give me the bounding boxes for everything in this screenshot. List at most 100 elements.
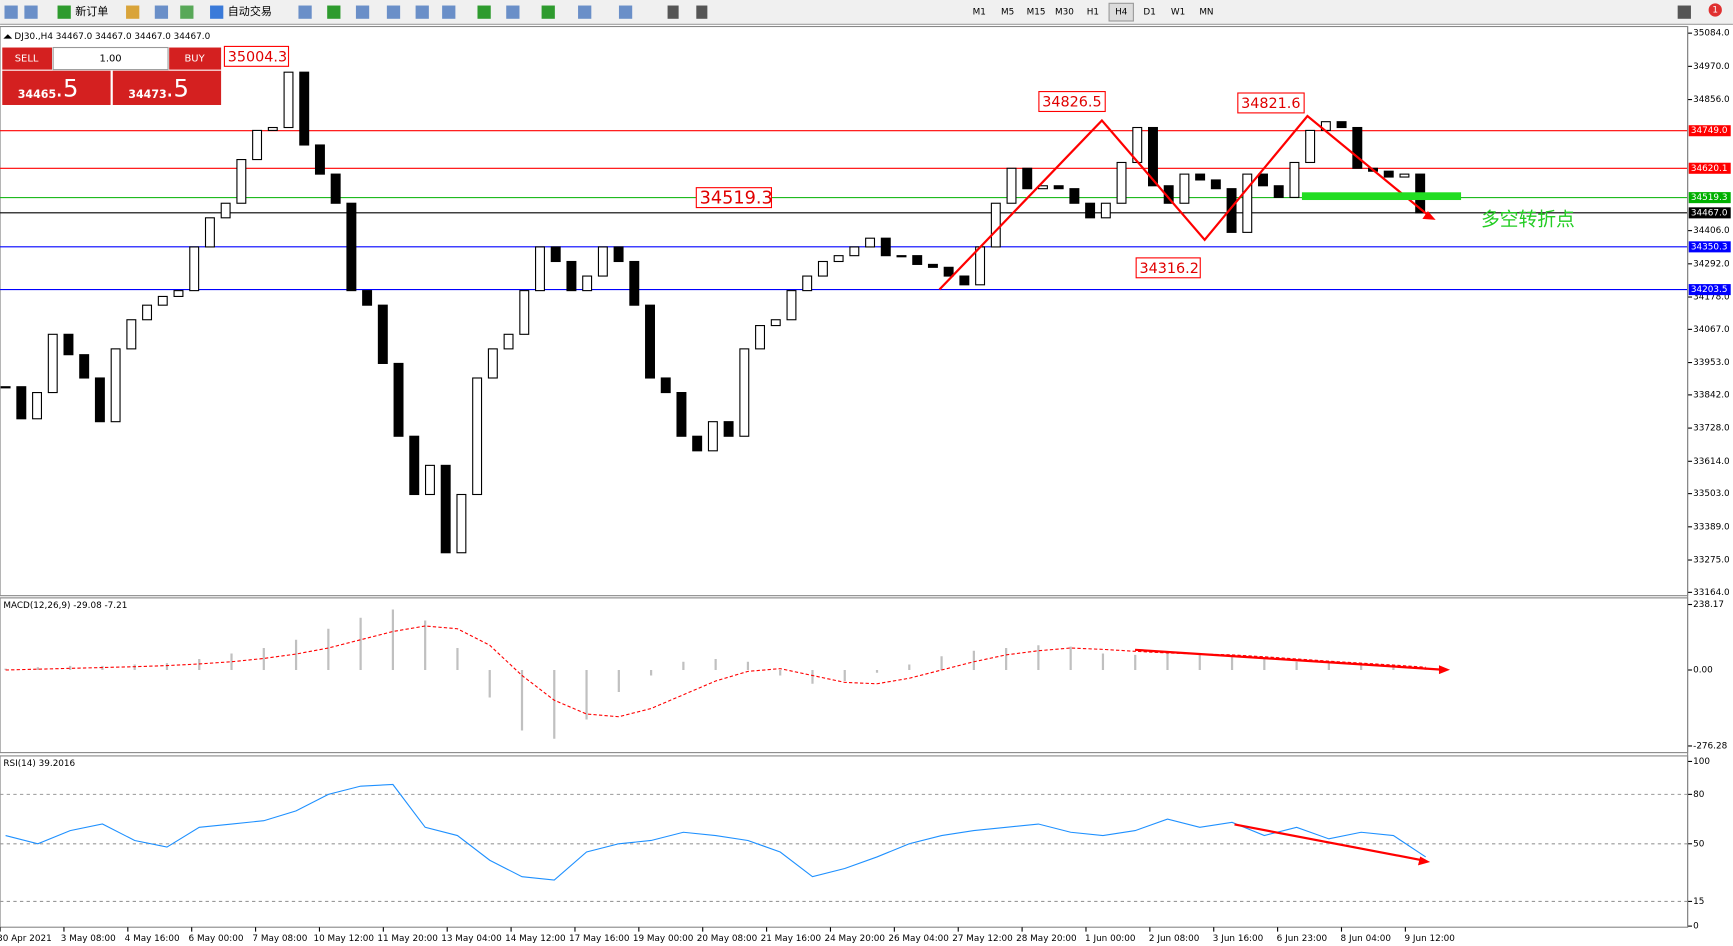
macd-bar [617, 670, 620, 692]
y-tick-label: 34292.0 [1693, 259, 1730, 269]
y-tick-label: 33164.0 [1693, 588, 1730, 598]
icon[interactable] [578, 5, 592, 19]
candle [629, 260, 640, 306]
macd-bar [908, 664, 911, 671]
macd-bar [1198, 654, 1201, 671]
sell-price-box[interactable] [2, 70, 111, 105]
macd-bar [327, 628, 330, 671]
macd-bar [1166, 653, 1169, 671]
y-tick-label: 80 [1693, 790, 1705, 800]
sell-button[interactable] [2, 47, 53, 70]
icon[interactable] [24, 5, 38, 19]
level-tag [1688, 241, 1731, 253]
candle [236, 159, 247, 204]
candle [142, 304, 153, 321]
icon[interactable] [442, 5, 456, 19]
icon[interactable] [4, 5, 18, 19]
x-tick-label: 3 May 08:00 [61, 934, 116, 944]
icon[interactable] [386, 5, 401, 19]
auto-trading-button[interactable]: 自动交易 [228, 4, 272, 18]
candle [692, 435, 703, 452]
lot-value: 1.00 [100, 54, 122, 65]
macd-bar [1037, 645, 1040, 671]
y-tick-label: 33275.0 [1693, 556, 1730, 566]
timeframe-button[interactable]: H1 [1087, 8, 1099, 18]
candle [126, 319, 137, 350]
candle [252, 129, 263, 161]
candle [456, 493, 467, 554]
icon[interactable] [154, 5, 169, 19]
icon[interactable] [355, 5, 370, 19]
icon[interactable] [57, 5, 71, 19]
macd-bar [36, 667, 39, 671]
buy-button[interactable] [169, 47, 222, 70]
level-tag [1688, 207, 1731, 219]
timeframe-button[interactable]: M30 [1055, 8, 1074, 18]
price-callout-label: 34316.2 [1139, 261, 1198, 277]
candle [1399, 173, 1410, 178]
timeframe-button[interactable]: H4 [1115, 8, 1128, 18]
candle [959, 275, 970, 286]
candle [1242, 173, 1253, 233]
lot-input[interactable] [52, 46, 169, 71]
timeframe-button[interactable]: MN [1199, 8, 1213, 18]
zigzag-arrow [938, 114, 1432, 291]
notification-badge[interactable] [1708, 3, 1722, 17]
icon[interactable] [541, 5, 555, 19]
icon[interactable] [667, 5, 679, 19]
price-pane [0, 25, 1689, 597]
candle [1006, 167, 1017, 204]
icon[interactable] [210, 5, 224, 19]
buy-price: 34473 [128, 88, 166, 101]
level-tag [1688, 162, 1731, 174]
buy-pip: .5 [166, 74, 189, 103]
timeframe-button[interactable]: D1 [1143, 8, 1155, 18]
y-tick-label: 33953.0 [1693, 358, 1730, 368]
buy-label: BUY [184, 54, 205, 65]
search-icon[interactable] [1677, 5, 1691, 19]
icon[interactable] [180, 5, 194, 19]
level-label: 34749.0 [1691, 126, 1728, 136]
new-order-button[interactable]: 新订单 [75, 4, 108, 18]
timeframe-button[interactable]: M1 [973, 8, 986, 18]
macd-bar [1392, 665, 1395, 671]
candle [975, 246, 986, 286]
notification-count: 1 [1712, 5, 1718, 15]
icon[interactable] [506, 5, 520, 19]
y-tick-label: 33728.0 [1693, 424, 1730, 434]
candle [1289, 161, 1300, 198]
buy-price-box[interactable] [112, 70, 222, 105]
timeframe-button[interactable]: W1 [1171, 8, 1185, 18]
candle [676, 392, 687, 437]
icon[interactable] [477, 5, 491, 19]
y-tick-label: 35084.0 [1693, 29, 1730, 39]
icon[interactable] [126, 5, 140, 19]
y-tick-label: 15 [1693, 897, 1704, 907]
timeframe-button[interactable]: M15 [1027, 8, 1046, 18]
candle [47, 333, 58, 394]
candle [110, 348, 121, 423]
icon[interactable] [298, 5, 312, 19]
pane-title: RSI(14) 39.2016 [3, 759, 75, 769]
icon[interactable] [327, 5, 341, 19]
candle [330, 173, 341, 204]
y-tick-label: 34856.0 [1693, 95, 1730, 105]
candle [519, 290, 530, 335]
candle [865, 237, 876, 248]
rsi-line [5, 783, 1427, 881]
level-label: 34620.1 [1691, 164, 1728, 174]
icon[interactable] [415, 5, 429, 19]
symbol-marker [3, 34, 13, 39]
icon[interactable] [618, 5, 633, 19]
price-callout [223, 45, 290, 67]
icon[interactable] [696, 5, 708, 19]
timeframe-button[interactable]: M5 [1001, 8, 1014, 18]
x-tick-label: 3 Jun 16:00 [1213, 934, 1264, 944]
x-tick-label: 6 May 00:00 [189, 934, 244, 944]
price-callout [1038, 91, 1106, 113]
macd-bar [1360, 664, 1363, 671]
macd-bar [714, 659, 717, 671]
y-tick-label: 100 [1693, 757, 1710, 767]
candle [1195, 173, 1206, 181]
y-tick-label: 238.17 [1693, 600, 1724, 610]
